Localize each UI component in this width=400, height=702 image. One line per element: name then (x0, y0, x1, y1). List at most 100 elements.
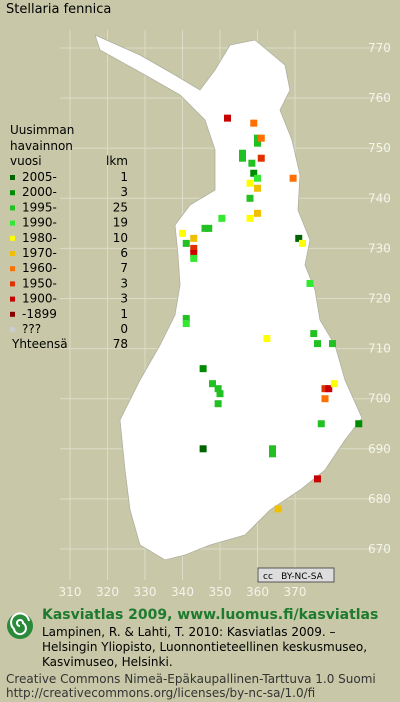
x-tick-label: 330 (134, 585, 157, 599)
legend-label: 2005- (22, 170, 57, 184)
license: Creative Commons Nimeä-Epäkaupallinen-Ta… (6, 672, 376, 686)
legend-count-heading: lkm (106, 154, 128, 168)
legend-count: 0 (120, 322, 128, 336)
badge-text: BY-NC-SA (281, 572, 324, 582)
observation (246, 194, 254, 202)
observations (179, 114, 363, 513)
y-tick-label: 680 (368, 492, 391, 506)
x-tick-label: 370 (284, 585, 307, 599)
observation (190, 244, 198, 252)
logo-spiral (10, 612, 30, 636)
observation (214, 400, 222, 408)
observation (179, 229, 186, 237)
observation (182, 315, 190, 323)
footer-headline: Kasviatlas 2009, www.luomus.fi/kasviatla… (42, 607, 378, 623)
y-tick-label: 730 (368, 241, 391, 255)
observation (250, 119, 258, 127)
observation (314, 340, 321, 348)
observation (269, 450, 276, 458)
map-title: Stellaria fennica (6, 2, 111, 17)
observation (269, 445, 276, 453)
observation (190, 249, 198, 257)
legend-total-label: Yhteensä (11, 337, 68, 351)
legend-count: 1 (120, 307, 128, 321)
observation (325, 385, 333, 393)
legend-label: 1995- (22, 200, 57, 214)
legend-count: 1 (120, 170, 128, 184)
observation (321, 385, 329, 393)
legend-swatch (10, 190, 15, 196)
observation (199, 365, 207, 373)
observation (289, 174, 297, 182)
legend-heading: vuosi (10, 154, 42, 168)
observation (224, 114, 231, 122)
observation (310, 330, 318, 338)
y-tick-label: 670 (368, 542, 391, 556)
legend-swatch (10, 311, 15, 317)
legend-count: 6 (120, 246, 128, 260)
badge-box (257, 567, 335, 583)
x-tick-label: 360 (246, 585, 269, 599)
observation (239, 154, 246, 162)
observation (329, 340, 336, 348)
y-tick-label: 740 (368, 191, 391, 205)
observation (182, 320, 190, 328)
license-badge: cc BY-NC-SA (257, 567, 335, 583)
legend-heading: Uusimman (10, 123, 74, 137)
observation (182, 239, 190, 247)
legend-label: -1899 (22, 307, 57, 321)
legend-swatch (10, 296, 15, 302)
license: http://creativecommons.org/licenses/by-n… (6, 686, 315, 700)
observation (254, 139, 261, 147)
observation (257, 134, 265, 142)
observation (257, 154, 265, 162)
legend-count: 25 (113, 200, 128, 214)
observation (214, 385, 222, 393)
legend-count: 3 (120, 185, 128, 199)
legend-count: 3 (120, 292, 128, 306)
observation (246, 214, 254, 222)
legend-label: 1990- (22, 216, 57, 230)
legend-label: 1900- (22, 292, 57, 306)
observation (321, 395, 329, 403)
observation (314, 475, 321, 483)
y-tick-label: 770 (368, 41, 391, 55)
legend-heading: havainnon (10, 139, 73, 153)
logo (7, 612, 33, 639)
x-tick-label: 320 (96, 585, 119, 599)
x-tick-label: 340 (171, 585, 194, 599)
badge-cc: cc (263, 572, 273, 582)
observation (306, 279, 314, 287)
x-tick-label: 310 (59, 585, 82, 599)
observation (250, 169, 258, 177)
y-tick-label: 750 (368, 141, 391, 155)
observation (295, 234, 303, 242)
legend-label: 1950- (22, 276, 57, 290)
legend-count: 19 (113, 216, 128, 230)
legend-label: ??? (22, 322, 41, 336)
legend-swatch (10, 266, 15, 272)
legend-swatch (10, 175, 15, 180)
y-tick-label: 720 (368, 292, 391, 306)
observation (330, 380, 338, 388)
observation (254, 174, 261, 182)
legend-label: 1960- (22, 261, 57, 275)
observation (317, 420, 325, 428)
citation: Lampinen, R. & Lahti, T. 2010: Kasviatla… (42, 625, 336, 639)
y-tick-label: 710 (368, 342, 391, 356)
legend-swatch (10, 281, 15, 287)
legend-label: 2000- (22, 185, 57, 199)
observation (216, 390, 224, 398)
legend-swatch (10, 251, 15, 256)
y-tick-label: 690 (368, 442, 391, 456)
observation (274, 505, 282, 513)
legend-count: 7 (120, 261, 128, 275)
y-tick-label: 700 (368, 392, 391, 406)
legend-label: 1980- (22, 231, 57, 245)
observation (199, 445, 207, 453)
legend-total: 78 (113, 337, 128, 351)
observation (190, 254, 198, 262)
finland-outline (94, 34, 363, 561)
citation: Kasvimuseo, Helsinki. (42, 655, 173, 669)
